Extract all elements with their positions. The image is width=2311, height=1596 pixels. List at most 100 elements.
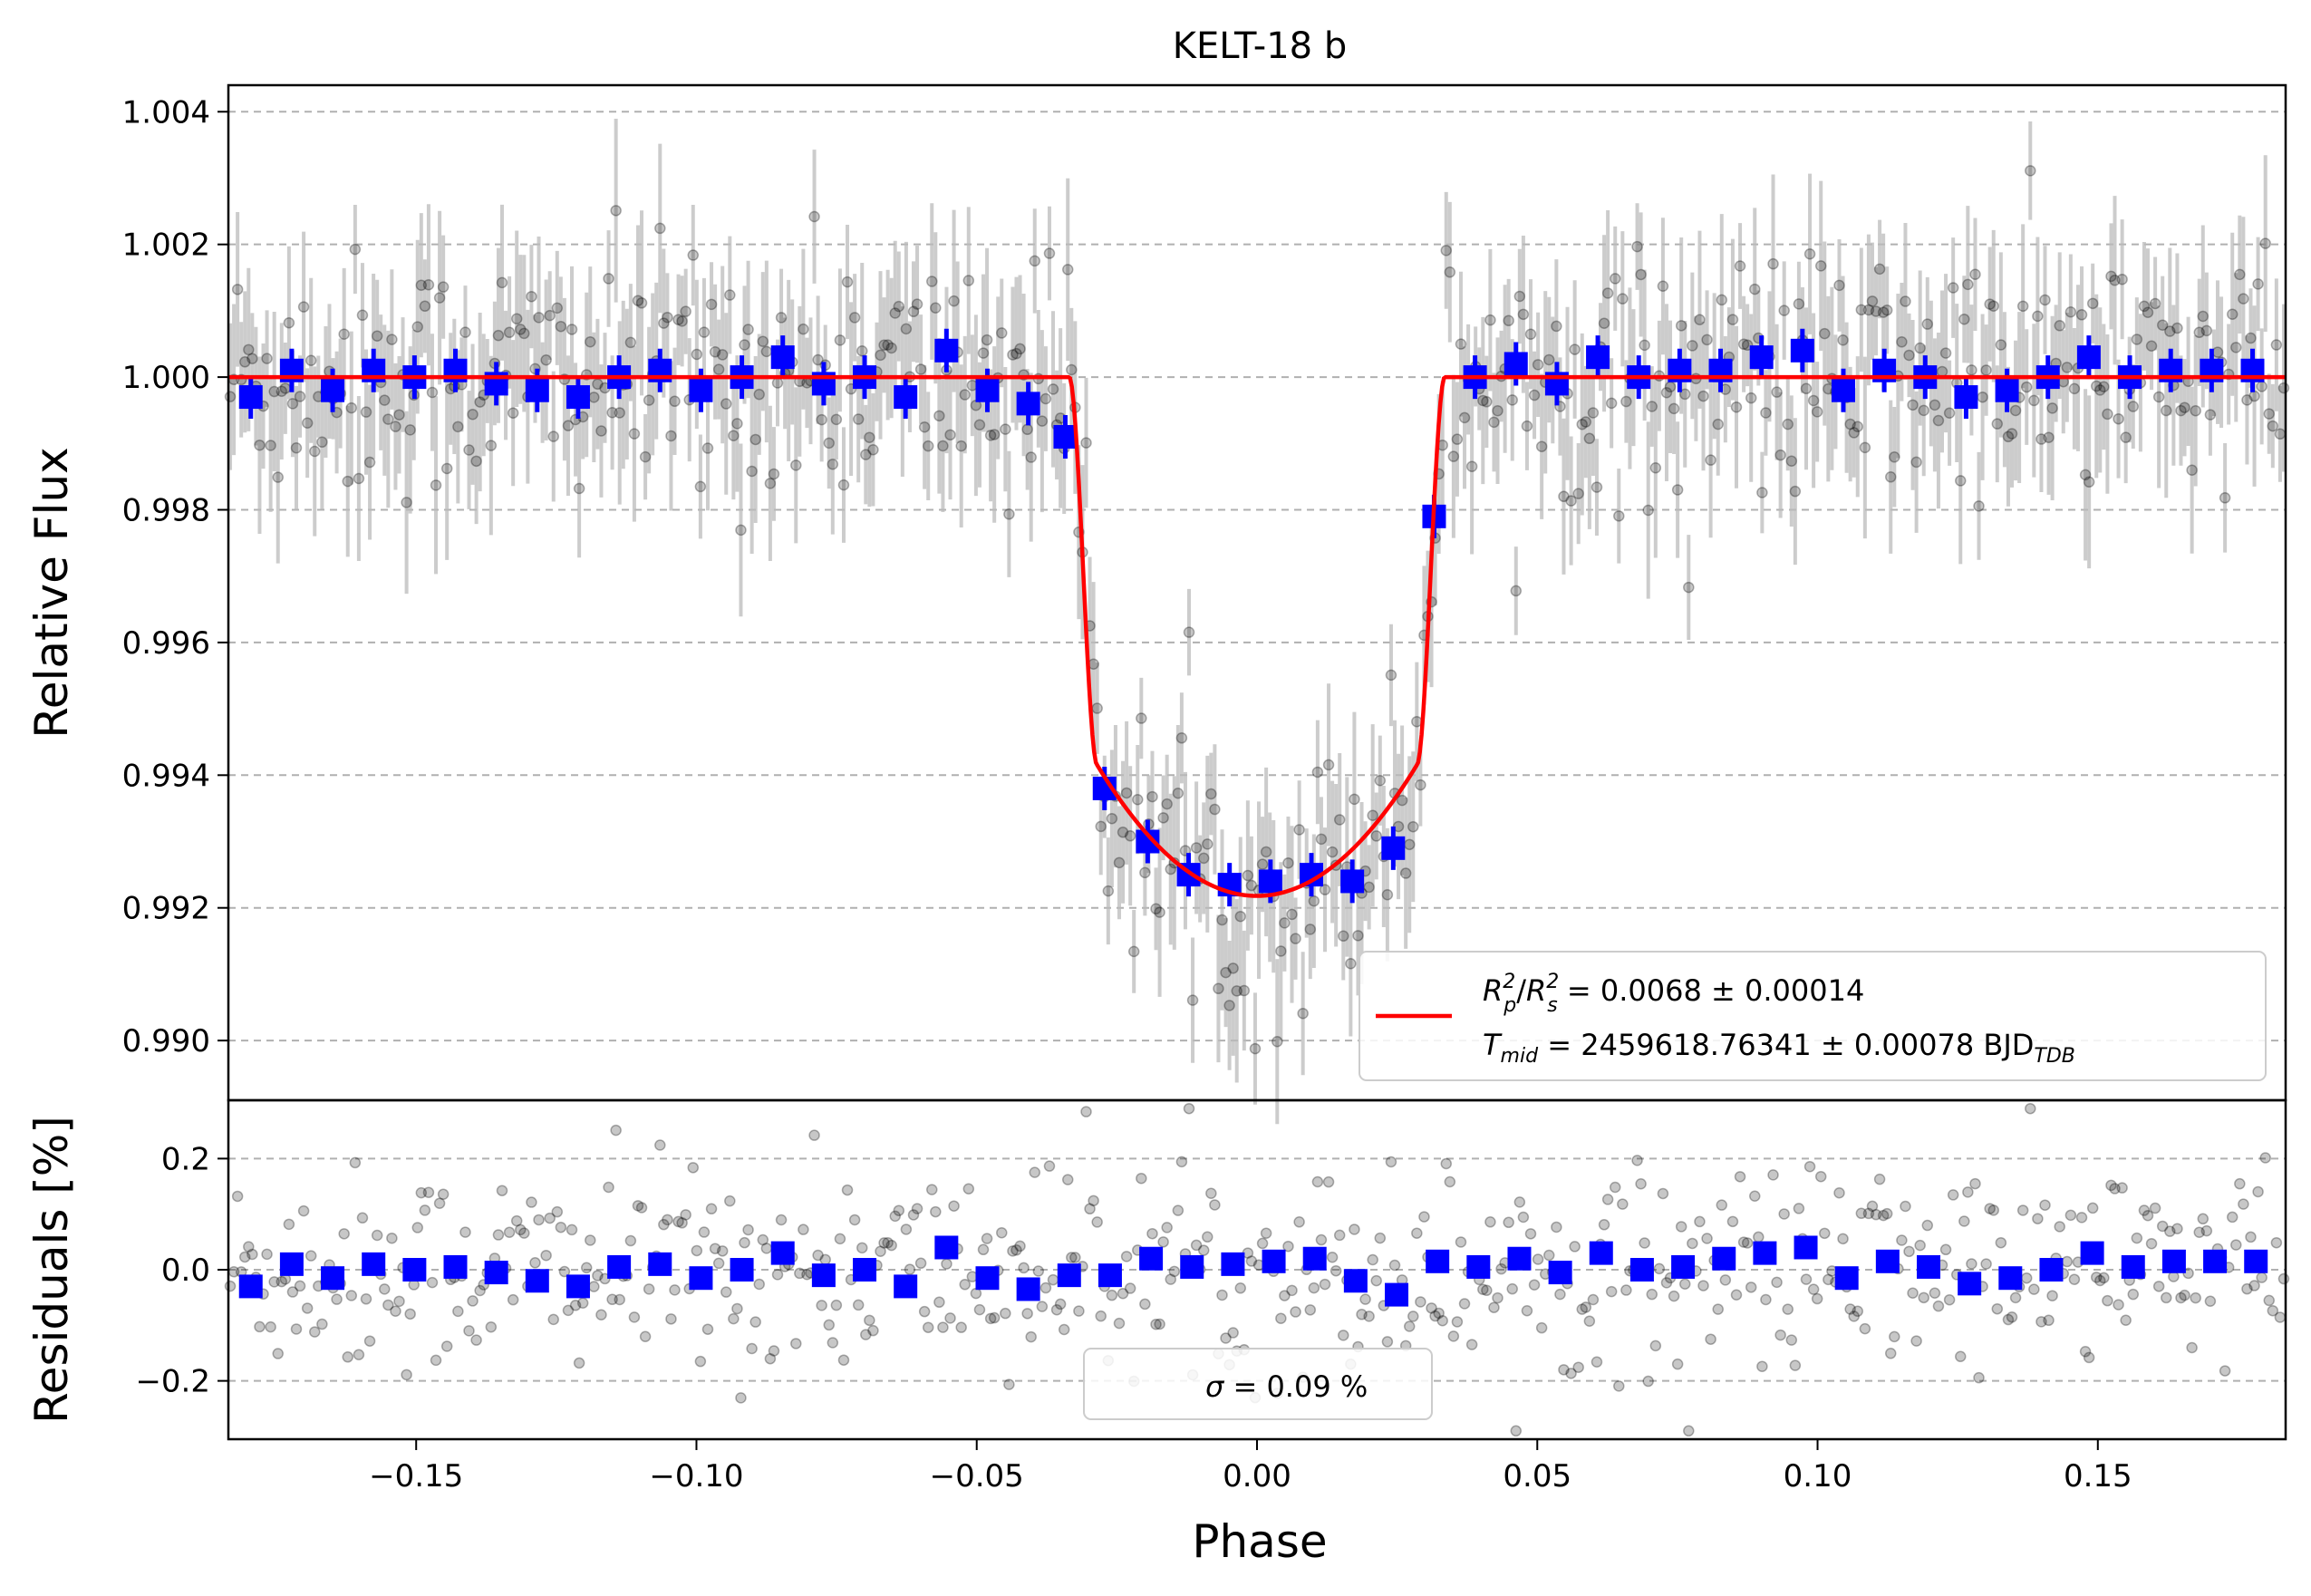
residual-binned-point [607, 1254, 632, 1279]
residual-raw-point [1088, 1195, 1099, 1207]
chart-title: KELT-18 b [1173, 25, 1347, 67]
flux-raw-point [2083, 476, 2095, 488]
residual-raw-point [1726, 1215, 1739, 1228]
residual-raw-point [882, 1237, 894, 1249]
flux-raw-point [2226, 308, 2238, 321]
flux-raw-point [1021, 423, 1033, 436]
residual-raw-point [2277, 1272, 2290, 1285]
flux-raw-point [533, 312, 545, 324]
residual-raw-point [1117, 1288, 1129, 1300]
residual-raw-point [2116, 1182, 2128, 1194]
flux-raw-point [544, 309, 556, 322]
residual-raw-point [746, 1342, 758, 1355]
residual-raw-point [643, 1283, 655, 1295]
residual-raw-point [393, 1295, 405, 1308]
residual-raw-point [1785, 1334, 1798, 1346]
residual-raw-point [1929, 1287, 1941, 1300]
flux-raw-point [1896, 336, 1908, 348]
residual-raw-point [1613, 1380, 1625, 1392]
flux-raw-point [1139, 866, 1151, 879]
flux-raw-point [988, 429, 1001, 440]
flux-raw-point [1995, 339, 2007, 351]
flux-raw-point [1991, 418, 2004, 430]
flux-raw-point [2186, 464, 2198, 477]
residual-raw-point [290, 1323, 303, 1335]
residual-raw-point [585, 1234, 596, 1246]
flux-raw-point [1029, 255, 1041, 267]
residual-raw-point [1161, 1222, 1173, 1233]
flux-raw-point [1649, 461, 1662, 474]
residual-binned-point [1180, 1254, 1204, 1279]
residual-raw-point [1995, 1236, 2007, 1249]
residual-raw-point [1947, 1189, 1959, 1201]
flux-raw-point [720, 398, 732, 410]
residual-raw-point [1678, 1278, 1691, 1290]
residual-raw-point [808, 1129, 820, 1141]
residual-raw-point [676, 1217, 688, 1229]
residual-binned-point [770, 1241, 795, 1265]
residual-raw-point [1157, 1236, 1169, 1248]
flux-raw-point [712, 363, 725, 375]
flux-raw-point [1855, 304, 1868, 316]
flux-binned-point [1381, 836, 1406, 860]
residual-raw-point [2142, 1209, 2154, 1222]
residual-raw-point [1517, 1211, 1530, 1224]
flux-raw-point [1010, 347, 1022, 360]
residual-raw-point [922, 1321, 934, 1333]
flux-raw-point [687, 249, 700, 261]
residual-raw-point [2263, 1294, 2276, 1307]
residual-raw-point [1583, 1315, 1596, 1327]
residual-raw-point [720, 1286, 732, 1298]
flux-raw-point [1260, 846, 1272, 858]
flux-raw-point [1223, 1000, 1235, 1011]
flux-raw-point [1862, 304, 1875, 316]
residual-raw-point [1084, 1203, 1096, 1215]
residual-raw-point [1304, 1304, 1317, 1316]
residual-raw-point [2193, 1226, 2205, 1238]
flux-raw-point [1290, 933, 1301, 944]
flux-raw-point [1492, 404, 1504, 417]
flux-raw-point [1517, 308, 1530, 321]
residual-raw-point [2161, 1291, 2172, 1304]
flux-raw-point [760, 345, 773, 358]
residual-raw-point [757, 1233, 769, 1246]
flux-raw-point [930, 302, 942, 314]
flux-raw-point [1778, 305, 1790, 316]
residual-raw-point [1175, 1156, 1188, 1168]
flux-binned-point [1954, 385, 1978, 410]
residual-raw-point [1918, 1291, 1929, 1304]
residual-raw-point [2105, 1179, 2117, 1192]
residual-raw-point [1569, 1241, 1581, 1253]
flux-raw-point [305, 354, 317, 366]
residual-raw-point [875, 1245, 886, 1257]
flux-raw-point [701, 442, 714, 454]
flux-raw-point [1256, 858, 1269, 870]
flux-raw-point [2064, 306, 2077, 318]
residual-binned-point [853, 1258, 877, 1282]
phase-x-tick-label: −0.10 [649, 1458, 743, 1494]
flux-raw-point [856, 344, 868, 357]
flux-raw-point [2116, 273, 2128, 285]
flux-binned-point [2076, 345, 2101, 370]
flux-raw-point [540, 353, 552, 366]
flux-raw-point [1914, 342, 1926, 354]
flux-raw-point [1789, 485, 1802, 498]
flux-raw-point [588, 392, 600, 403]
residuals-panel: −0.2 0.0 0.2 −0.15 −0.10 −0.05 0.00 0.05 0.10 0.… [25, 1098, 2290, 1568]
flux-raw-point [1565, 495, 1577, 507]
residual-raw-point [547, 1313, 559, 1326]
flux-binned-point [934, 338, 959, 363]
flux-binned-point [689, 378, 713, 402]
flux-errorbars [228, 118, 2286, 1125]
flux-raw-point [1958, 313, 1970, 325]
flux-raw-point [515, 324, 527, 335]
residual-raw-point [984, 1312, 997, 1325]
flux-raw-point [1620, 395, 1632, 408]
phase-x-tick-label: 0.00 [1223, 1458, 1291, 1494]
residual-binned-point [1057, 1263, 1081, 1288]
residual-raw-point [422, 1186, 435, 1198]
flux-raw-point [2127, 401, 2140, 412]
flux-raw-point [2113, 412, 2124, 425]
flux-raw-point [1308, 895, 1320, 907]
residual-raw-point [573, 1357, 585, 1369]
